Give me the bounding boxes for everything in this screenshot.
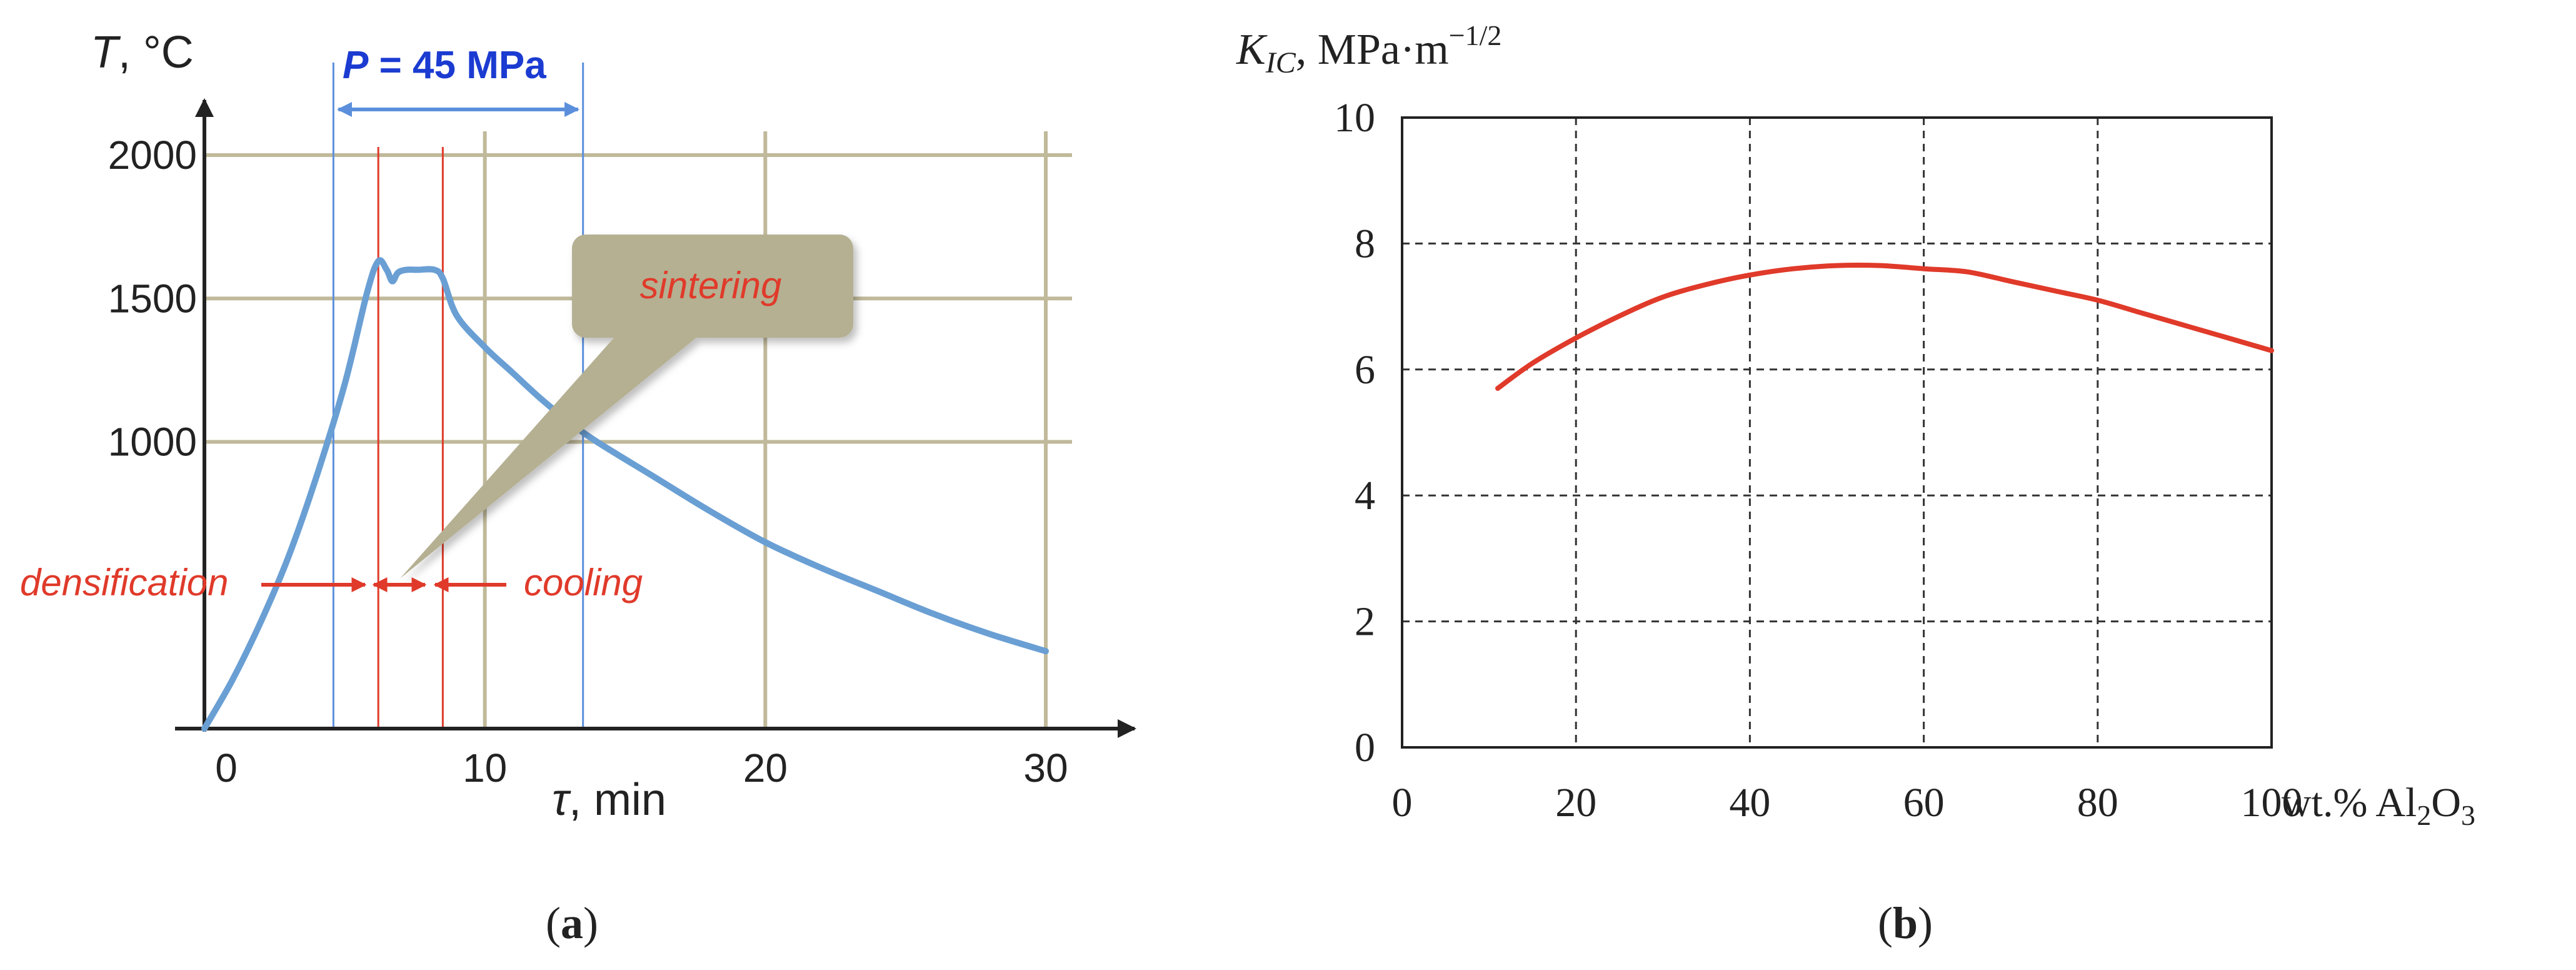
panel-b-plot-frame <box>1401 116 2273 749</box>
panel-b-x-label: wt.% Al2O3 <box>2282 780 2475 831</box>
temperature-curve <box>201 257 1049 732</box>
panel-a-y-tick-label: 2000 <box>108 133 197 178</box>
sintering-callout <box>400 235 853 578</box>
panel-a-x-label: τ, min <box>552 775 666 825</box>
panel-b-x-label-prefix: wt.% Al <box>2282 780 2417 826</box>
sintering-callout-box <box>572 235 853 338</box>
panel-b-y-label-sub: IC <box>1265 46 1296 79</box>
panel-a-x-tick-label: 20 <box>743 745 788 791</box>
panel-b-x-tick-label: 80 <box>2077 780 2118 826</box>
panel-a-y-tick-label: 1000 <box>108 420 197 465</box>
panel-a-x-tick-label: 30 <box>1023 745 1068 791</box>
panel-b-y-label-exp: −1/2 <box>1449 19 1502 51</box>
panel-b-x-tick-label: 20 <box>1555 780 1596 826</box>
panel-b-caption-letter: b <box>1893 898 1918 948</box>
panel-a-stage-lines <box>332 63 584 729</box>
panel-a-caption: (a) <box>546 898 598 948</box>
panel-b-y-tick-label: 0 <box>1355 725 1375 770</box>
panel-b-y-tick-label: 2 <box>1355 599 1375 645</box>
panel-a-x-tick-label: 10 <box>463 745 507 791</box>
panel-b-x-tick-label: 40 <box>1729 780 1770 826</box>
panel-a-caption-letter: a <box>561 898 583 948</box>
sintering-label: sintering <box>640 265 782 306</box>
sintering-callout-pointer <box>400 325 700 578</box>
panel-a-x-label-unit: , min <box>569 775 666 825</box>
panel-b-y-tick-label: 8 <box>1355 221 1375 266</box>
pressure-label: P = 45 MPa <box>343 44 546 87</box>
densification-label: densification <box>20 562 229 604</box>
panel-b-tick-labels: 0 20 40 60 80 100 0 2 4 6 8 10 <box>1334 95 2303 826</box>
panel-b-y-label: KIC, MPa·m−1/2 <box>1236 19 1501 79</box>
pressure-var: P <box>343 44 369 87</box>
panel-b-x-label-sub2: 2 <box>2417 799 2431 831</box>
panel-a-x-label-var: τ <box>552 775 571 825</box>
panel-b-x-label-mid: O <box>2431 780 2461 826</box>
panel-b-caption: (b) <box>1878 898 1933 948</box>
panel-a-chart: 0 10 20 30 1000 1500 2000 T, °C τ, min P = 45 … <box>20 28 1136 825</box>
pressure-value: = 45 MPa <box>368 44 546 87</box>
panel-a-tick-labels: 0 10 20 30 1000 1500 2000 <box>108 133 1068 791</box>
kic-curve <box>1495 263 2274 391</box>
panel-a-x-tick-label: 0 <box>215 745 238 791</box>
panel-b-grid <box>1402 118 2272 747</box>
panel-b-y-tick-label: 6 <box>1355 347 1375 393</box>
panel-b-x-tick-label: 60 <box>1903 780 1945 826</box>
panel-b-y-label-main: K <box>1236 26 1268 74</box>
panel-b-y-tick-label: 4 <box>1355 473 1375 518</box>
panel-a-y-label-unit: , °C <box>118 28 194 78</box>
panel-b-x-tick-label: 0 <box>1392 780 1413 826</box>
panel-b-y-label-unit: , MPa·m <box>1296 26 1449 74</box>
panel-a-y-tick-label: 1500 <box>108 276 197 321</box>
panel-a-y-label-var: T <box>91 28 121 78</box>
panel-b-x-tick-label: 100 <box>2241 780 2303 826</box>
cooling-label: cooling <box>524 562 643 604</box>
panel-b-y-tick-label: 10 <box>1334 95 1375 141</box>
panel-a-y-label: T, °C <box>91 28 194 78</box>
panel-b-chart: 0 20 40 60 80 100 0 2 4 6 8 10 KIC, MPa·m−1/2 wt.% … <box>1236 19 2475 831</box>
panel-b-x-label-sub3: 3 <box>2461 799 2475 831</box>
